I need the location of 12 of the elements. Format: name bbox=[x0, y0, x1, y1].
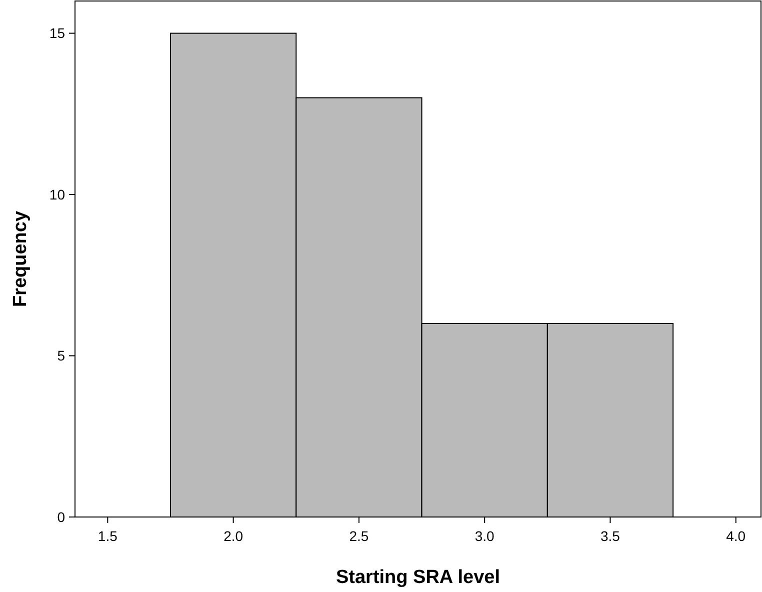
x-axis-title: Starting SRA level bbox=[336, 567, 500, 588]
x-tick-label: 3.5 bbox=[600, 528, 620, 544]
x-tick-label: 1.5 bbox=[98, 528, 118, 544]
y-tick-label: 0 bbox=[57, 508, 66, 525]
x-tick-label: 3.0 bbox=[474, 528, 495, 544]
y-tick-label: 5 bbox=[57, 348, 66, 364]
x-tick-label: 4.0 bbox=[726, 528, 746, 544]
x-tick-label: 2.0 bbox=[224, 528, 244, 544]
y-axis-title: Frequency bbox=[10, 210, 31, 308]
x-tick-label: 2.5 bbox=[349, 528, 369, 544]
y-tick-label: 15 bbox=[49, 25, 66, 42]
y-tick-label: 10 bbox=[49, 186, 66, 202]
